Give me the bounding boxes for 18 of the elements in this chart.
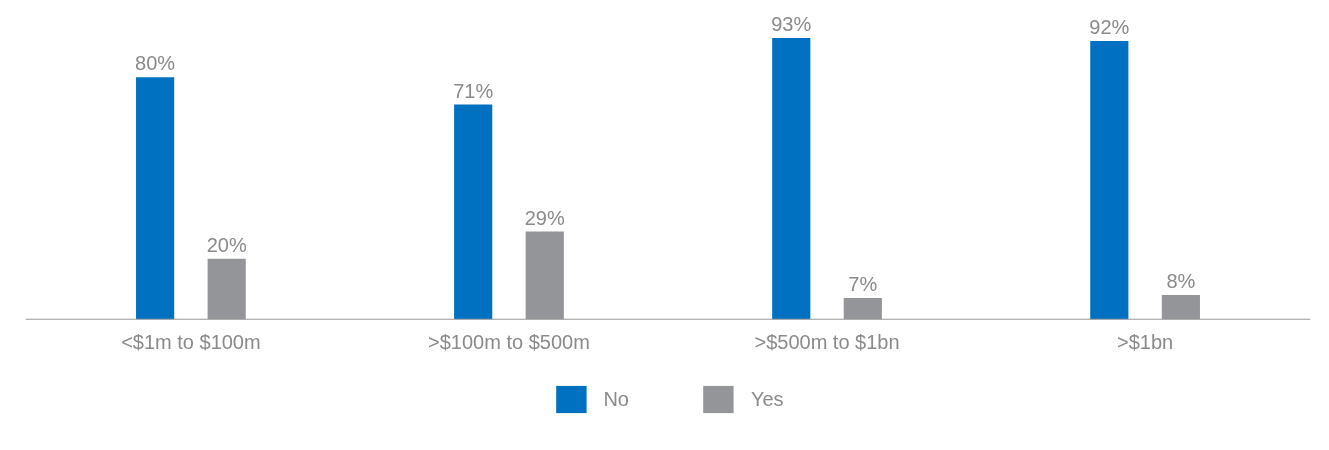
bar — [454, 104, 493, 320]
x-tick-label: <$1m to $100m — [121, 331, 261, 354]
data-label: 93% — [771, 13, 812, 35]
bar — [1090, 41, 1129, 320]
x-tick-label: >$1bn — [1117, 331, 1174, 354]
x-tick-label: >$100m to $500m — [428, 331, 590, 354]
bar — [772, 38, 811, 320]
legend-label: No — [603, 387, 629, 411]
bar — [136, 77, 175, 320]
data-label: 20% — [206, 233, 247, 256]
data-label: 8% — [1166, 270, 1196, 293]
legend-label: Yes — [750, 387, 784, 411]
data-label: 71% — [453, 79, 494, 102]
data-label: 7% — [848, 273, 878, 296]
data-label: 29% — [524, 206, 565, 229]
x-tick-label: >$500m to $1bn — [754, 331, 900, 354]
data-label: 80% — [135, 52, 176, 75]
data-label: 92% — [1089, 16, 1130, 39]
